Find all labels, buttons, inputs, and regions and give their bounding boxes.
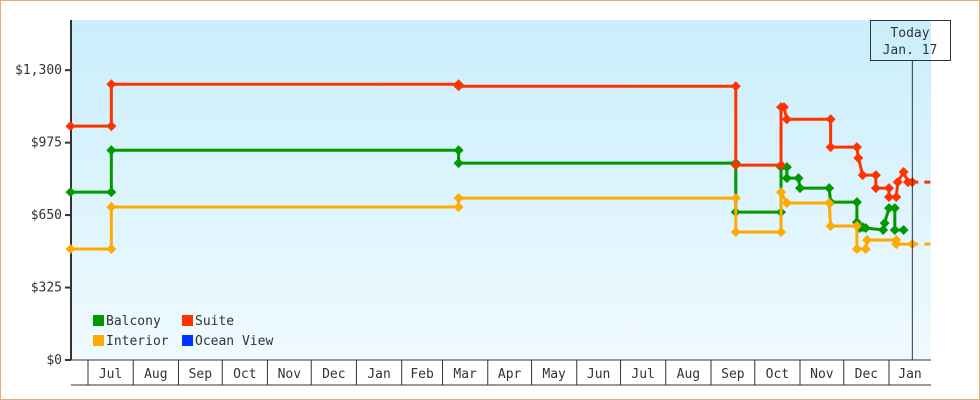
data-point [730, 227, 741, 238]
data-point [824, 198, 835, 209]
data-point [898, 167, 909, 178]
data-point [453, 202, 464, 213]
data-point [824, 183, 835, 194]
x-tick-label: Apr [498, 367, 522, 382]
data-point [65, 121, 76, 132]
data-point [781, 198, 792, 209]
data-point [889, 225, 900, 236]
data-point [891, 192, 902, 203]
y-tick-label: $650 [31, 208, 62, 223]
today-label: Today [890, 26, 929, 41]
legend-swatch [182, 315, 193, 326]
x-tick-label: Oct [233, 367, 256, 382]
legend-item-suite: Suite [182, 314, 234, 329]
x-tick-label: Jun [587, 367, 610, 382]
x-tick-label: Sep [189, 367, 213, 382]
data-point [870, 183, 881, 194]
legend-swatch [93, 335, 104, 346]
data-point [65, 187, 76, 198]
data-point [857, 170, 868, 181]
data-point [453, 158, 464, 169]
data-point [891, 239, 902, 250]
legend-label: Suite [195, 314, 234, 329]
x-tick-label: Mar [453, 367, 477, 382]
data-point [878, 225, 889, 236]
data-point [106, 79, 117, 90]
data-point [851, 142, 862, 153]
data-point [776, 227, 787, 238]
y-tick-label: $975 [31, 136, 62, 151]
today-date: Jan. 17 [883, 43, 938, 58]
data-point [889, 203, 900, 214]
today-box [870, 20, 951, 61]
legend-item-balcony: Balcony [93, 314, 161, 329]
data-point [851, 243, 862, 254]
y-tick-label: $325 [31, 281, 62, 296]
legend-swatch [182, 335, 193, 346]
legend-label: Balcony [106, 314, 161, 329]
y-tick-label: $0 [46, 353, 62, 368]
data-point [793, 173, 804, 184]
y-tick-label: $1,300 [15, 63, 62, 78]
data-point [883, 183, 894, 194]
x-tick-label: Jan [367, 367, 390, 382]
data-point [776, 160, 787, 171]
data-point [862, 235, 873, 246]
data-point [860, 243, 871, 254]
x-tick-label: Dec [855, 367, 878, 382]
x-tick-label: May [542, 367, 566, 382]
data-point [883, 203, 894, 214]
x-tick-label: Aug [144, 367, 167, 382]
data-point [106, 243, 117, 254]
data-point [892, 177, 903, 188]
data-point [776, 187, 787, 198]
x-tick-label: Feb [410, 367, 434, 382]
data-point [730, 81, 741, 92]
data-point [106, 202, 117, 213]
data-point [453, 145, 464, 156]
data-point [730, 160, 741, 171]
legend-item-ocean-view: Ocean View [182, 334, 273, 349]
x-tick-label: Dec [322, 367, 345, 382]
data-point [851, 197, 862, 208]
x-tick-label: Sep [721, 367, 745, 382]
data-point [106, 187, 117, 198]
data-point [794, 183, 805, 194]
legend-label: Interior [106, 334, 169, 349]
x-tick-label: Nov [810, 367, 834, 382]
data-point [825, 114, 836, 125]
data-point [453, 81, 464, 92]
data-point [781, 173, 792, 184]
data-point [453, 193, 464, 204]
series-interior [65, 187, 933, 254]
series-suite [65, 79, 933, 203]
data-point [853, 153, 864, 164]
x-tick-label: Oct [766, 367, 789, 382]
x-tick-label: Nov [278, 367, 302, 382]
data-point [860, 223, 871, 234]
data-point [851, 221, 862, 232]
data-point [730, 193, 741, 204]
x-tick-label: Jul [631, 367, 654, 382]
data-point [870, 170, 881, 181]
data-point [898, 225, 909, 236]
x-tick-label: Jan [898, 367, 921, 382]
legend-item-interior: Interior [93, 334, 169, 349]
data-point [825, 142, 836, 153]
legend-swatch [93, 315, 104, 326]
plot-area [71, 20, 931, 360]
data-point [825, 221, 836, 232]
data-point [778, 102, 789, 113]
data-point [65, 243, 76, 254]
data-point [879, 218, 890, 229]
x-tick-label: Aug [677, 367, 700, 382]
legend-label: Ocean View [195, 334, 273, 349]
data-point [883, 192, 894, 203]
x-tick-label: Jul [99, 367, 122, 382]
data-point [106, 145, 117, 156]
data-point [106, 121, 117, 132]
data-point [781, 114, 792, 125]
